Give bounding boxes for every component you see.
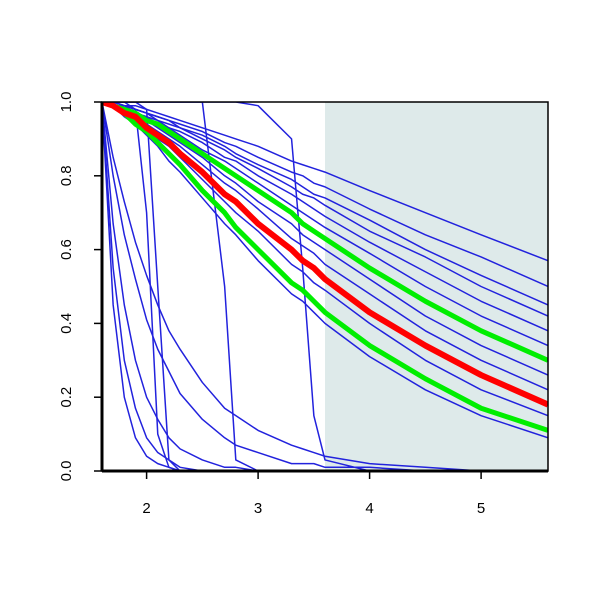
series-line [102, 102, 548, 471]
series-line [102, 102, 548, 433]
series-line [102, 102, 548, 471]
y-tick-label: 0.8 [58, 165, 75, 186]
x-tick-label: 3 [254, 500, 262, 517]
shade-layer [325, 102, 548, 471]
series-line [102, 102, 548, 317]
y-tick-label: 0.4 [58, 313, 75, 334]
series-line [102, 102, 548, 408]
series-line [102, 102, 548, 471]
series-line [102, 102, 548, 262]
series-line [102, 102, 548, 471]
series-line [102, 102, 548, 471]
line-layer [102, 102, 548, 471]
y-tick-label: 0.6 [58, 239, 75, 260]
shaded-region [325, 102, 548, 471]
y-tick-label: 0.2 [58, 387, 75, 408]
y-tick-label: 1.0 [58, 92, 75, 113]
axis-layer: 2 3 4 5 0.0 0.2 0.4 0.6 0.8 1.0 [58, 92, 549, 517]
x-tick-label: 4 [365, 500, 373, 517]
x-tick-label: 5 [477, 500, 485, 517]
series-line [102, 102, 548, 471]
y-tick-label: 0.0 [58, 461, 75, 482]
series-line [102, 102, 548, 363]
series-line [102, 102, 548, 471]
series-line [102, 102, 548, 471]
x-tick-label: 2 [142, 500, 150, 517]
